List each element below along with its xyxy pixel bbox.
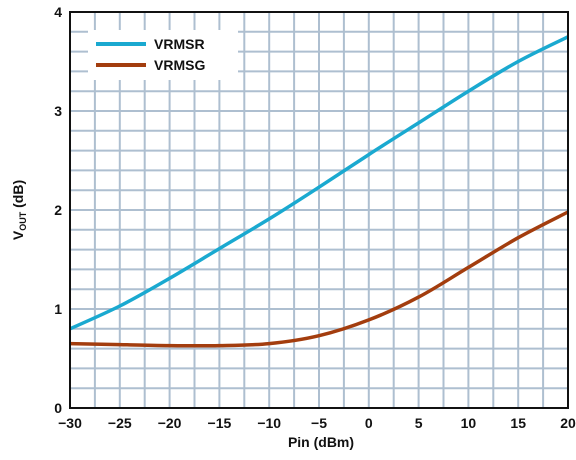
tick-labels: −30 −25 −20 −15 −10 −5 0 5 10 15 20 0 1 2 3 4 xyxy=(54,4,576,431)
x-axis-title: Pin (dBm) xyxy=(288,434,354,450)
x-tick-label: 20 xyxy=(560,415,576,431)
x-tick-label: 15 xyxy=(510,415,526,431)
x-tick-label: −30 xyxy=(58,415,82,431)
legend: VRMSR VRMSG xyxy=(88,30,238,80)
x-tick-label: −5 xyxy=(311,415,327,431)
y-axis-title-unit: (dB) xyxy=(10,180,26,212)
y-tick-label: 2 xyxy=(54,202,62,218)
x-tick-label: −15 xyxy=(208,415,232,431)
x-tick-label: 0 xyxy=(365,415,373,431)
x-tick-label: 10 xyxy=(461,415,477,431)
plot-frame xyxy=(69,11,569,409)
y-tick-label: 0 xyxy=(54,400,62,416)
x-tick-label: −10 xyxy=(257,415,281,431)
y-tick-label: 4 xyxy=(54,4,62,20)
y-tick-label: 1 xyxy=(54,301,62,317)
y-axis-title-subscript: OUT xyxy=(18,211,28,231)
legend-label-vrmsg: VRMSG xyxy=(154,57,205,73)
series-line-vrmsr xyxy=(69,35,569,331)
series-line-vrmsg xyxy=(69,210,569,348)
legend-background xyxy=(88,30,238,80)
legend-label-vrmsr: VRMSR xyxy=(154,36,205,52)
x-tick-label: −20 xyxy=(158,415,182,431)
series-lines xyxy=(69,35,569,348)
x-tick-label: −25 xyxy=(108,415,132,431)
y-axis-title: VOUT (dB) xyxy=(10,180,28,240)
y-tick-label: 3 xyxy=(54,103,62,119)
y-axis-title-main: V xyxy=(10,230,26,240)
x-tick-label: 5 xyxy=(415,415,423,431)
